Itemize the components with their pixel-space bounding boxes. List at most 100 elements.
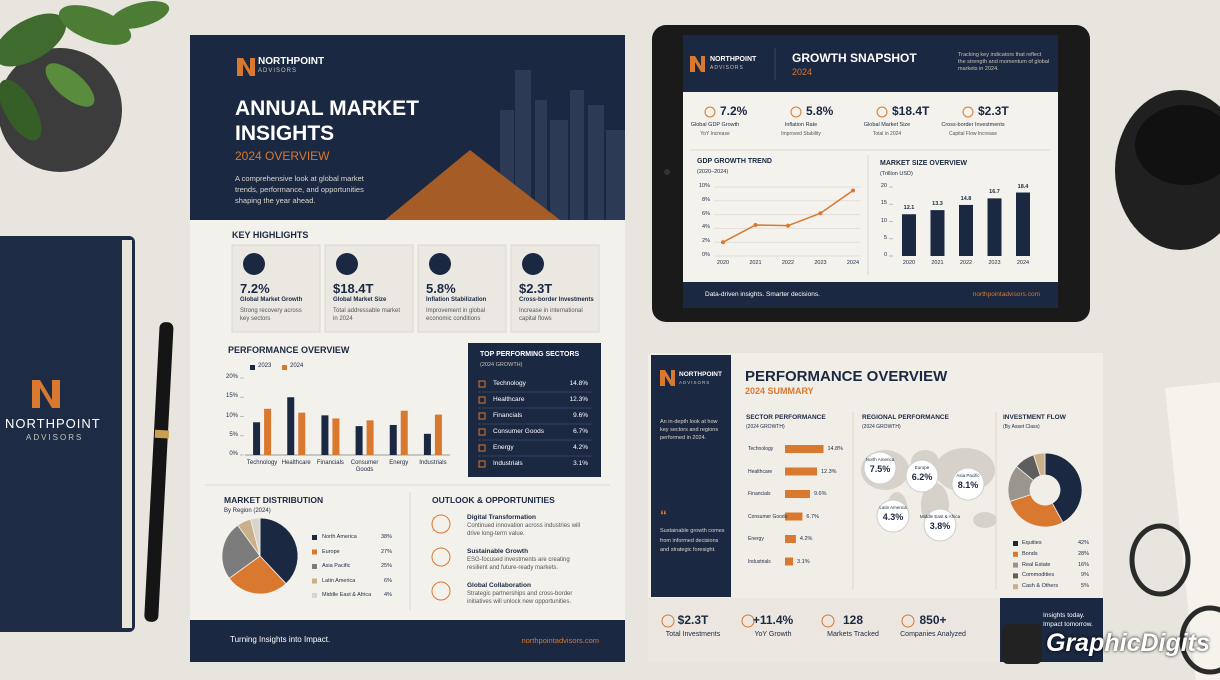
- stat-label: Total Investments: [665, 631, 721, 638]
- legend-swatch: [1013, 551, 1018, 557]
- sector-value: 12.3%: [569, 396, 588, 403]
- logo-mark: [32, 380, 60, 408]
- bar: [785, 490, 810, 498]
- region-bubble: [923, 508, 957, 542]
- stat-value: +11.4%: [752, 613, 794, 627]
- sector-name: Industrials: [493, 460, 523, 467]
- tablet-title: GROWTH SNAPSHOT: [792, 51, 917, 65]
- bar-category: Healthcare: [748, 468, 773, 475]
- y-tick-label: 0: [883, 252, 887, 258]
- notebook-pages: [122, 240, 132, 628]
- highlight-label: Global Market Growth: [240, 297, 303, 303]
- region-bubble: [863, 451, 897, 485]
- y-tick-label: 20%: [225, 374, 238, 380]
- logo-name: NORTHPOINT: [710, 56, 757, 63]
- x-tick-label: 2022: [959, 260, 973, 266]
- y-tick-label: 20: [880, 183, 887, 189]
- pie-slice: [221, 524, 261, 579]
- region-bubble: [876, 499, 910, 533]
- y-tick-label: 0%: [702, 252, 710, 258]
- bar: [332, 418, 340, 455]
- glasses: [1129, 523, 1191, 597]
- y-tick-label: 10: [880, 217, 887, 224]
- logo-sub: ADVISORS: [258, 68, 298, 74]
- leaf: [0, 79, 42, 141]
- sector-name: Technology: [493, 380, 526, 387]
- logo-name: NORTHPOINT: [679, 371, 722, 378]
- stat-label: Markets Tracked: [827, 631, 879, 638]
- donut-slice: [1044, 452, 1083, 523]
- legend-value: 4%: [384, 592, 392, 598]
- bar: [287, 397, 295, 455]
- region-value: 8.1%: [957, 480, 979, 490]
- pie-slice: [259, 517, 299, 585]
- region-bubble: [951, 467, 985, 501]
- legend-swatch: [282, 365, 287, 370]
- bar: [785, 557, 794, 566]
- bar: [959, 204, 973, 256]
- logo-sub: ADVISORS: [710, 65, 744, 71]
- tablet-header: [683, 35, 1058, 92]
- bar-category: Industrials: [748, 558, 771, 565]
- legend-value: 42%: [1077, 540, 1089, 546]
- section-heading: MARKET DISTRIBUTION: [224, 495, 324, 505]
- y-tick-label: 6%: [702, 210, 710, 217]
- footer-tagline: Turning Insights into Impact.: [230, 635, 331, 644]
- outlook-desc: Continued innovation across industries w…: [467, 523, 581, 537]
- stats-band: [648, 598, 1000, 662]
- chart-subtitle: (Trillion USD): [880, 171, 913, 177]
- kpi-sub: Total in 2024: [872, 131, 902, 137]
- leaf: [0, 13, 67, 67]
- accent-shape: [385, 150, 560, 220]
- y-tick-label: 0%: [229, 451, 238, 457]
- highlight-desc: Strong recovery across key sectors: [240, 308, 302, 322]
- highlight-value: $18.4T: [333, 281, 374, 296]
- y-tick-label: 8%: [702, 196, 710, 203]
- logo-name: NORTHPOINT: [258, 56, 325, 67]
- bar-category: Consumer Goods: [748, 513, 788, 520]
- sector-value: 9.6%: [573, 412, 588, 419]
- stat-value: $2.3T: [677, 613, 709, 627]
- sector-value: 4.2%: [573, 444, 588, 451]
- legend-label: Bonds: [1022, 550, 1038, 557]
- bar: [902, 214, 916, 256]
- legend-label: 2023: [258, 363, 272, 369]
- logo-mark: [690, 56, 705, 72]
- row-icon: [478, 412, 486, 420]
- bar: [355, 426, 363, 455]
- legend-swatch: [312, 535, 317, 540]
- footer-url: northpointadvisors.com: [521, 636, 599, 645]
- tablet-footer: [683, 282, 1058, 308]
- legend-label: Real Estate: [1022, 561, 1051, 568]
- section-heading: OUTLOOK & OPPORTUNITIES: [432, 495, 555, 505]
- bar-value-label: 9.6%: [813, 491, 827, 497]
- leaf: [110, 1, 170, 29]
- bar-value-label: 4.2%: [799, 536, 813, 542]
- row-icon: [478, 380, 486, 388]
- card-side-panel: [651, 355, 731, 597]
- section-heading: REGIONAL PERFORMANCE: [862, 414, 949, 421]
- legend-swatch: [312, 593, 317, 598]
- legend-label: Equities: [1022, 540, 1042, 546]
- highlight-icons: [243, 253, 544, 275]
- logo-mark: [237, 58, 255, 76]
- highlight-label: Global Market Size: [333, 297, 387, 303]
- kpi-sub: YoY Increase: [700, 131, 730, 137]
- legend-swatch: [312, 549, 317, 555]
- legend-label: Asia Pacific: [322, 563, 351, 569]
- glasses: [1179, 605, 1220, 675]
- section-subtitle: By Region (2024): [224, 508, 271, 514]
- legend-value: 6%: [384, 577, 392, 584]
- legend-swatch: [312, 578, 317, 584]
- section-heading: INVESTMENT FLOW: [1003, 414, 1066, 421]
- kpi-value: $2.3T: [978, 104, 1009, 118]
- bar: [400, 410, 408, 455]
- region-value: 6.2%: [911, 472, 933, 482]
- legend-label: North America: [322, 534, 357, 540]
- legend-label: Latin America: [322, 577, 356, 584]
- y-tick-label: 10%: [698, 183, 710, 189]
- card-subtitle: 2024 SUMMARY: [745, 386, 814, 396]
- bar: [1016, 192, 1030, 256]
- highlight-value: 7.2%: [240, 281, 270, 296]
